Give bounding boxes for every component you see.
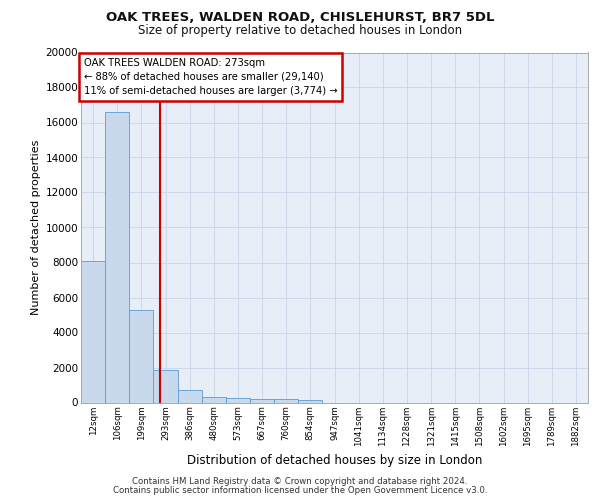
Text: OAK TREES WALDEN ROAD: 273sqm
← 88% of detached houses are smaller (29,140)
11% : OAK TREES WALDEN ROAD: 273sqm ← 88% of d…	[83, 58, 337, 96]
X-axis label: Distribution of detached houses by size in London: Distribution of detached houses by size …	[187, 454, 482, 467]
Text: OAK TREES, WALDEN ROAD, CHISLEHURST, BR7 5DL: OAK TREES, WALDEN ROAD, CHISLEHURST, BR7…	[106, 11, 494, 24]
Bar	[274, 400, 298, 402]
Bar	[226, 398, 250, 402]
Y-axis label: Number of detached properties: Number of detached properties	[31, 140, 41, 315]
Bar	[129, 310, 154, 402]
Text: Contains HM Land Registry data © Crown copyright and database right 2024.: Contains HM Land Registry data © Crown c…	[132, 477, 468, 486]
Bar	[81, 261, 105, 402]
Bar	[202, 397, 226, 402]
Bar	[250, 399, 274, 402]
Bar	[298, 400, 322, 402]
Text: Size of property relative to detached houses in London: Size of property relative to detached ho…	[138, 24, 462, 37]
Bar	[154, 370, 178, 402]
Text: Contains public sector information licensed under the Open Government Licence v3: Contains public sector information licen…	[113, 486, 487, 495]
Bar	[105, 112, 129, 403]
Bar	[178, 390, 202, 402]
